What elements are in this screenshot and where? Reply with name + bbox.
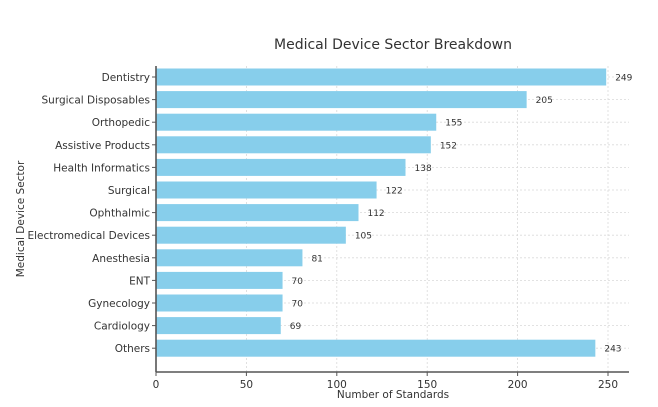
value-label: 249 [615,74,632,84]
y-tick-label: Cardiology [94,321,150,333]
y-tick-label: Anesthesia [92,253,150,265]
value-label: 243 [604,345,621,355]
bar [156,91,527,109]
bar [156,181,377,199]
bar [156,68,607,86]
value-label: 152 [440,141,457,151]
y-tick-label: Orthopedic [92,117,150,129]
x-tick-labels: 0 50 100 150 200 250 [153,372,618,391]
y-tick-label: Surgical [108,185,150,197]
value-label: 122 [386,187,403,197]
y-axis-label: Medical Device Sector [15,160,27,277]
x-tick-label: 100 [327,379,347,391]
bar [156,294,283,312]
y-tick-label: Gynecology [88,298,150,310]
value-label: 138 [415,164,432,174]
value-label: 112 [367,209,384,219]
bar [156,271,283,289]
x-tick-label: 200 [508,379,528,391]
value-label: 69 [290,322,302,332]
bar [156,113,437,131]
x-tick-label: 0 [153,379,160,391]
bar [156,204,359,222]
y-tick-label: Surgical Disposables [42,95,150,107]
x-tick-label: 150 [417,379,437,391]
y-tick-label: Ophthalmic [89,208,150,220]
value-label: 81 [311,254,322,264]
value-label: 205 [536,96,553,106]
bar [156,136,431,154]
y-tick-label: Dentistry [102,72,150,84]
y-tick-label: ENT [129,275,150,287]
y-tick-label: Health Informatics [53,162,150,174]
bar [156,249,303,267]
x-axis-label: Number of Standards [337,389,449,401]
value-label: 70 [292,300,304,310]
value-labels: 249 205 155 152 138 122 112 105 81 70 70 69 243 [290,74,633,355]
y-tick-label: Electromedical Devices [27,230,150,242]
bar [156,339,596,357]
chart-title: Medical Device Sector Breakdown [274,37,512,53]
x-tick-label: 50 [240,379,253,391]
bar [156,158,406,176]
value-label: 70 [292,277,304,287]
y-tick-labels: Dentistry Surgical Disposables Orthopedic A… [27,72,156,355]
y-tick-label: Others [115,343,150,355]
x-tick-label: 250 [598,379,618,391]
bar [156,226,346,244]
value-label: 105 [355,232,372,242]
y-tick-label: Assistive Products [55,140,150,152]
bar [156,317,281,335]
value-label: 155 [445,119,462,129]
bars [156,68,607,357]
